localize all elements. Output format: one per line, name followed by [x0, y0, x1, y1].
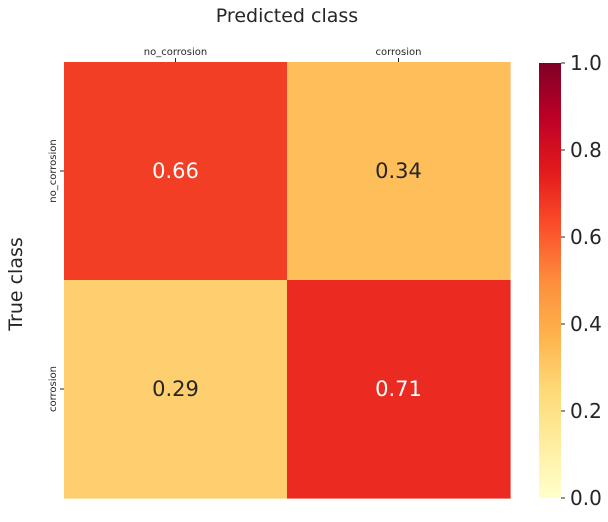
colorbar-tick-label: 0.4 [570, 312, 602, 336]
colorbar-tick-label: 0.2 [570, 399, 602, 423]
heatmap-cell [287, 280, 511, 499]
y-tick-group: no_corrosion corrosion [48, 139, 64, 412]
x-tick-group: no_corrosion corrosion [144, 47, 422, 62]
x-tick-label: no_corrosion [144, 47, 207, 58]
y-axis-title: True class [5, 237, 27, 332]
colorbar-tick-label: 0.0 [570, 486, 602, 510]
x-axis-title: Predicted class [216, 5, 358, 27]
colorbar-tick-label: 0.6 [570, 225, 602, 249]
cell-value-label: 0.29 [152, 377, 199, 401]
x-tick-label: corrosion [375, 47, 421, 58]
y-tick-label: no_corrosion [48, 139, 59, 202]
y-tick-label: corrosion [48, 366, 59, 412]
colorbar-tick-group: 0.0 0.2 0.4 0.6 0.8 1.0 [561, 51, 602, 510]
colorbar-tick-label: 0.8 [570, 138, 602, 162]
colorbar-tick-label: 1.0 [570, 51, 602, 75]
heatmap-cell [64, 280, 288, 499]
heatmap-cell [287, 62, 511, 281]
heatmap-cell [64, 62, 288, 281]
cell-value-label: 0.34 [375, 159, 422, 183]
heatmap-cells: 0.66 0.34 0.29 0.71 [64, 62, 511, 499]
colorbar [539, 63, 561, 498]
cell-value-label: 0.71 [375, 377, 422, 401]
cell-value-label: 0.66 [152, 159, 199, 183]
